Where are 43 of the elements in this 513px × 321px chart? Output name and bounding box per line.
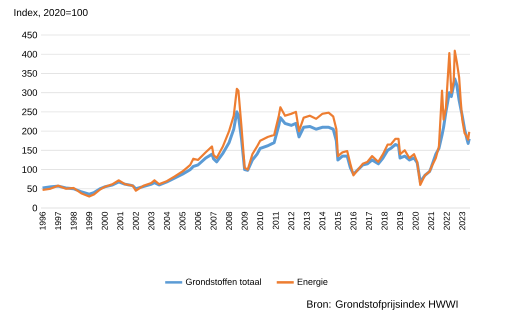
y-tick-label: 350: [22, 70, 38, 77]
legend-label: Energie: [298, 278, 328, 287]
y-tick-label: 100: [22, 166, 38, 173]
y-tick-label: 400: [22, 50, 38, 58]
y-tick-label: 150: [22, 146, 38, 154]
x-tick-label: 2009: [242, 212, 248, 230]
y-tick-label: 200: [22, 128, 38, 134]
x-tick-label: 2012: [288, 212, 294, 230]
x-tick-label: 2000: [102, 212, 108, 230]
x-tick-label: 2005: [179, 212, 186, 230]
line-series: [41, 50, 470, 198]
x-tick-label: 2020: [412, 212, 419, 230]
x-tick-label: 2021: [428, 212, 434, 230]
x-tick-label: 2022: [444, 212, 450, 230]
x-tick-label: 2007: [210, 212, 217, 230]
x-tick-label: 2015: [334, 212, 341, 230]
x-tick-label: 2008: [226, 212, 232, 230]
legend-label: Grondstoffen totaal: [186, 278, 261, 285]
x-tick-label: 2011: [272, 212, 279, 230]
x-tick-label: 1997: [55, 212, 62, 230]
x-tick-label: 1999: [86, 212, 92, 230]
x-tick-label: 2019: [397, 212, 404, 230]
x-tick-label: 2003: [148, 212, 154, 230]
x-tick-label: 2002: [132, 212, 139, 230]
x-tick-label: 2018: [382, 212, 388, 230]
y-tick-label: 250: [22, 108, 38, 116]
y-tick-label: 300: [22, 89, 38, 96]
x-tick-label: 1996: [40, 212, 46, 230]
x-tick-label: 2013: [304, 212, 310, 230]
y-axis-title: Index, 2020=100: [14, 8, 88, 18]
x-tick-label: 2014: [319, 212, 326, 230]
x-tick-label: 1998: [70, 212, 77, 230]
x-tick-label: 2004: [164, 212, 170, 230]
x-tick-label: 2023: [459, 212, 466, 230]
text: Bron: Grondstofprijsindex HWWI: [307, 300, 458, 310]
x-tick-label: 2010: [257, 212, 264, 230]
x-tick-label: 2001: [117, 212, 124, 230]
y-tick-label: 450: [22, 32, 38, 38]
x-tick-label: 2016: [350, 212, 356, 230]
y-tick-label: 50: [27, 185, 38, 192]
x-tick-label: 2017: [366, 212, 372, 230]
x-tick-label: 2006: [195, 212, 201, 230]
y-tick-label: 0: [32, 204, 38, 212]
